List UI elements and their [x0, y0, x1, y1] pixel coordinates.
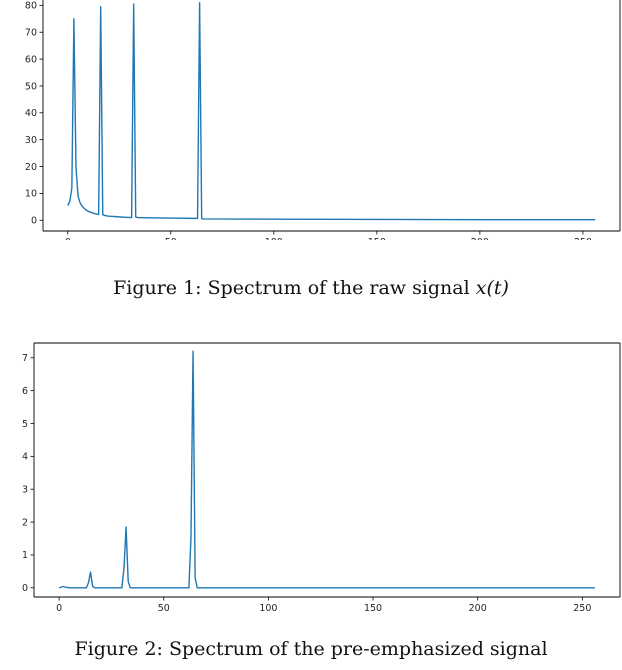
x-tick-label: 250 [574, 237, 592, 240]
y-tick-label: 80 [25, 1, 37, 12]
y-tick-label: 5 [22, 419, 28, 430]
y-tick-label: 2 [22, 517, 28, 528]
x-tick-label: 200 [471, 237, 489, 240]
y-tick-label: 0 [31, 216, 37, 227]
figure-1-caption-math: x(t) [475, 277, 509, 299]
x-tick-label: 100 [265, 237, 283, 240]
y-tick-label: 4 [22, 452, 28, 463]
x-tick-label: 0 [56, 603, 62, 614]
x-tick-label: 0 [65, 237, 71, 240]
y-tick-label: 20 [25, 162, 37, 173]
x-tick-label: 250 [573, 603, 591, 614]
chart-2: 0 50 100 150 200 250 0 1 2 3 4 5 6 7 [22, 342, 621, 614]
x-tick-label: 150 [368, 237, 386, 240]
figure-1-caption-text: Figure 1: Spectrum of the raw signal [113, 277, 476, 299]
chart-2-series-line-0 [58, 350, 595, 589]
y-tick-label: 0 [22, 583, 28, 594]
y-tick-label: 60 [25, 54, 37, 65]
chart-1-series-line-0 [67, 1, 596, 221]
x-tick-label: 100 [259, 603, 277, 614]
x-tick-label: 50 [158, 603, 170, 614]
y-tick-label: 70 [25, 28, 37, 39]
y-tick-label: 10 [25, 189, 37, 200]
y-tick-label: 40 [25, 108, 37, 119]
y-tick-label: 30 [25, 135, 37, 146]
y-tick-label: 50 [25, 81, 37, 92]
y-tick-label: 1 [22, 550, 28, 561]
chart-1: 0 50 100 150 200 250 0 10 20 30 40 50 60 70 80 [25, 0, 621, 240]
figure-1-caption: Figure 1: Spectrum of the raw signal x(t… [0, 277, 622, 299]
y-tick-label: 7 [22, 353, 28, 364]
x-tick-label: 50 [165, 237, 177, 240]
y-tick-label: 6 [22, 386, 28, 397]
figure-2-caption: Figure 2: Spectrum of the pre-emphasized… [74, 638, 548, 660]
x-tick-label: 150 [364, 603, 382, 614]
x-tick-label: 200 [469, 603, 487, 614]
y-tick-label: 3 [22, 485, 28, 496]
